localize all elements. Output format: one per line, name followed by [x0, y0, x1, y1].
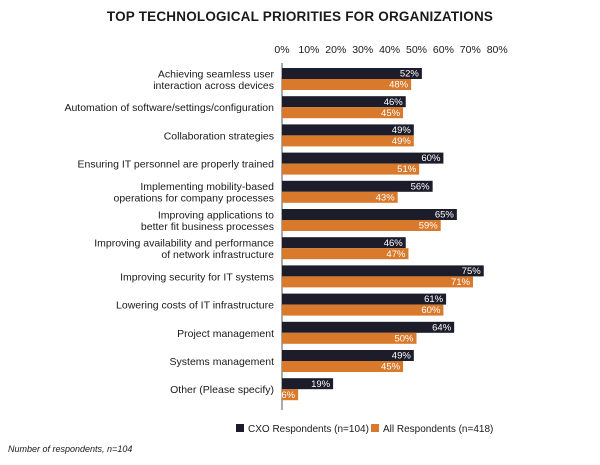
- category-label: Ensuring IT personnel are properly train…: [77, 159, 274, 171]
- bar-cxo: [282, 152, 444, 164]
- bar-cxo: [282, 265, 484, 277]
- bar-all: [282, 191, 398, 203]
- bar-all: [282, 389, 299, 401]
- data-label: 45%: [381, 362, 401, 373]
- x-tick-label: 0%: [274, 44, 289, 56]
- data-label: 61%: [424, 294, 444, 305]
- bar-all: [282, 135, 414, 147]
- data-label: 46%: [384, 97, 404, 108]
- data-label: 43%: [376, 192, 396, 203]
- data-label: 45%: [381, 108, 401, 119]
- category-label: of network infrastructure: [161, 249, 274, 261]
- bar-all: [282, 248, 409, 260]
- category-label: Systems management: [170, 356, 275, 368]
- data-label: 60%: [421, 305, 441, 316]
- legend-label: All Respondents (n=418): [383, 424, 493, 435]
- x-tick-label: 70%: [460, 44, 481, 56]
- category-label: better fit business processes: [141, 221, 274, 233]
- data-label: 56%: [411, 181, 431, 192]
- legend-swatch-cxo: [236, 424, 244, 432]
- category-label: Collaboration strategies: [164, 130, 274, 142]
- bar-cxo: [282, 68, 422, 79]
- bar-all: [282, 163, 420, 175]
- category-label: Improving applications to: [158, 209, 274, 221]
- x-tick-label: 60%: [433, 44, 454, 56]
- bar-all: [282, 332, 417, 344]
- data-label: 64%: [432, 322, 452, 333]
- data-label: 48%: [389, 80, 409, 91]
- data-label: 50%: [394, 333, 414, 344]
- data-label: 59%: [419, 221, 439, 232]
- x-tick-label: 10%: [298, 44, 319, 56]
- category-label: Implementing mobility-based: [140, 181, 274, 193]
- category-label: Improving availability and performance: [94, 237, 274, 249]
- category-label: Automation of software/settings/configur…: [64, 102, 274, 114]
- data-label: 49%: [392, 351, 412, 362]
- x-tick-label: 40%: [379, 44, 400, 56]
- data-label: 46%: [384, 238, 404, 249]
- bar-cxo: [282, 96, 406, 108]
- x-tick-label: 30%: [352, 44, 373, 56]
- data-label: 52%: [400, 69, 420, 80]
- bar-all: [282, 361, 404, 372]
- bar-all: [282, 220, 441, 231]
- bar-all: [282, 107, 404, 119]
- data-label: 51%: [397, 164, 417, 175]
- data-label: 49%: [392, 136, 412, 147]
- data-label: 71%: [451, 277, 471, 288]
- data-label: 6%: [281, 390, 295, 401]
- bar-cxo: [282, 350, 414, 361]
- data-label: 75%: [462, 266, 482, 277]
- category-label: operations for company processes: [114, 193, 275, 205]
- legend-swatch-all: [371, 424, 379, 432]
- bar-cxo: [282, 378, 334, 390]
- x-tick-label: 80%: [487, 44, 508, 56]
- bar-all: [282, 304, 444, 316]
- bar-cxo: [282, 124, 414, 136]
- bar-cxo: [282, 293, 447, 305]
- bar-cxo: [282, 237, 406, 249]
- category-label: Other (Please specify): [170, 384, 274, 396]
- footnote: Number of respondents, n=104: [8, 444, 133, 454]
- category-label: Project management: [177, 328, 274, 340]
- bar-cxo: [282, 180, 433, 192]
- category-label: Lowering costs of IT infrastructure: [116, 300, 274, 312]
- category-label: Achieving seamless user: [158, 68, 275, 80]
- bar-cxo: [282, 209, 457, 220]
- x-tick-label: 20%: [325, 44, 346, 56]
- data-label: 19%: [311, 379, 331, 390]
- data-label: 65%: [435, 210, 455, 221]
- x-tick-label: 50%: [406, 44, 427, 56]
- data-label: 47%: [386, 249, 406, 260]
- category-label: Improving security for IT systems: [120, 271, 274, 283]
- chart-title: TOP TECHNOLOGICAL PRIORITIES FOR ORGANIZ…: [106, 9, 494, 24]
- bar-all: [282, 79, 412, 90]
- bar-cxo: [282, 321, 455, 333]
- category-label: interaction across devices: [153, 80, 274, 92]
- data-label: 49%: [392, 125, 412, 136]
- legend-label: CXO Respondents (n=104): [248, 424, 369, 435]
- data-label: 60%: [421, 153, 441, 164]
- bar-all: [282, 276, 473, 288]
